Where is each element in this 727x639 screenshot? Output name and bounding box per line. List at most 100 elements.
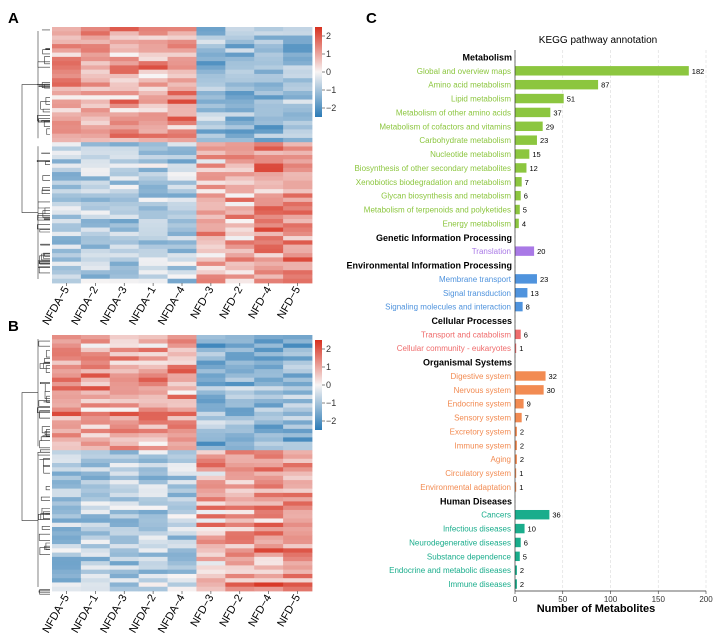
- heatmap-cell: [138, 586, 168, 592]
- heatmap-cell: [109, 137, 140, 143]
- heatmap-cell: [80, 61, 111, 66]
- heatmap-cell: [225, 184, 255, 190]
- heatmap-cell: [225, 445, 255, 451]
- heatmap-cell: [109, 535, 140, 541]
- heatmap-cell: [283, 95, 313, 100]
- column-label: NFDA−5: [40, 593, 72, 636]
- heatmap-cell: [52, 61, 82, 66]
- heatmap-cell: [80, 227, 111, 233]
- heatmap-cell: [254, 369, 284, 374]
- heatmap-cell: [225, 411, 255, 417]
- heatmap-cell: [52, 505, 82, 511]
- heatmap-cell: [80, 352, 111, 357]
- heatmap-cell: [138, 458, 168, 464]
- heatmap-cell: [196, 488, 226, 494]
- heatmap-cell: [80, 82, 111, 88]
- heatmap-cell: [254, 565, 284, 571]
- dendrogram-b: [21, 339, 50, 595]
- heatmap-cell: [109, 445, 140, 451]
- heatmap-cell: [138, 497, 168, 502]
- heatmap-cell: [109, 407, 140, 413]
- heatmap-cell: [225, 561, 255, 566]
- heatmap-cell: [283, 278, 313, 284]
- heatmap-cell: [254, 416, 284, 421]
- heatmap-cell: [196, 146, 226, 152]
- heatmap-cell: [196, 463, 226, 468]
- heatmap-cell: [80, 339, 111, 344]
- bar: [515, 482, 517, 492]
- heatmap-cell: [167, 82, 197, 88]
- heatmap-cell: [109, 403, 140, 408]
- column-label: NFD−2: [217, 285, 245, 321]
- heatmap-cell: [138, 65, 168, 71]
- heatmap-cell: [254, 505, 284, 511]
- heatmap-cell: [109, 240, 140, 245]
- heatmap-cell: [109, 214, 140, 220]
- heatmap-cell: [138, 159, 168, 164]
- heatmap-cell: [80, 386, 111, 391]
- heatmap-cell: [196, 450, 226, 455]
- heatmap-cell: [109, 509, 140, 515]
- heatmap-cell: [283, 248, 313, 254]
- heatmap-b: [52, 335, 313, 592]
- heatmap-cell: [109, 471, 140, 477]
- heatmap-cell: [52, 573, 82, 579]
- heatmap-cell: [138, 531, 168, 536]
- heatmap-cell: [109, 582, 140, 588]
- heatmap-cell: [138, 112, 168, 117]
- heatmap-cell: [109, 561, 140, 566]
- heatmap-cell: [167, 69, 197, 75]
- heatmap-cell: [254, 99, 284, 105]
- bar-value-label: 9: [527, 400, 531, 409]
- heatmap-cell: [109, 573, 140, 579]
- heatmap-cell: [167, 390, 197, 396]
- heatmap-cell: [283, 56, 313, 62]
- bar: [515, 79, 599, 90]
- heatmap-cell: [109, 257, 140, 263]
- heatmap-cell: [52, 159, 82, 164]
- heatmap-cell: [196, 261, 226, 267]
- heatmap-cell: [196, 82, 226, 88]
- category-label: Excretory system: [450, 427, 512, 436]
- heatmap-cell: [225, 227, 255, 233]
- heatmap-cell: [80, 586, 111, 592]
- heatmap-cell: [283, 197, 313, 203]
- heatmap-cell: [167, 253, 197, 258]
- heatmap-cell: [196, 428, 226, 434]
- heatmap-cell: [80, 416, 111, 421]
- heatmap-cell: [283, 257, 313, 263]
- heatmap-cell: [196, 78, 226, 83]
- heatmap-cell: [167, 347, 197, 353]
- heatmap-cell: [52, 394, 82, 400]
- heatmap-cell: [225, 454, 255, 460]
- heatmap-cell: [254, 112, 284, 117]
- heatmap-cell: [109, 377, 140, 383]
- heatmap-cell: [283, 125, 313, 130]
- heatmap-cell: [254, 163, 284, 169]
- heatmap-cell: [196, 39, 226, 45]
- heatmap-cell: [283, 65, 313, 71]
- column-label: NFDA−4: [156, 593, 188, 636]
- bar-value-label: 6: [524, 192, 528, 201]
- bar-value-label: 2: [520, 566, 524, 575]
- heatmap-cell: [196, 44, 226, 49]
- heatmap-cell: [138, 343, 168, 349]
- heatmap-cell: [225, 403, 255, 408]
- heatmap-cell: [167, 248, 197, 254]
- heatmap-cell: [254, 231, 284, 237]
- heatmap-cell: [254, 206, 284, 211]
- heatmap-cell: [138, 248, 168, 254]
- column-label: NFDA−2: [127, 593, 159, 636]
- heatmap-cell: [80, 180, 111, 186]
- colorbar-tick-label: −1: [326, 398, 336, 408]
- heatmap-cell: [109, 356, 140, 361]
- heatmap-cell: [254, 343, 284, 349]
- heatmap-cell: [196, 531, 226, 536]
- heatmap-cell: [283, 210, 313, 216]
- heatmap-cell: [52, 578, 82, 583]
- heatmap-cell: [196, 424, 226, 430]
- heatmap-cell: [167, 565, 197, 571]
- heatmap-cell: [254, 61, 284, 66]
- column-label: NFDA−1: [127, 285, 159, 328]
- heatmap-cell: [138, 463, 168, 468]
